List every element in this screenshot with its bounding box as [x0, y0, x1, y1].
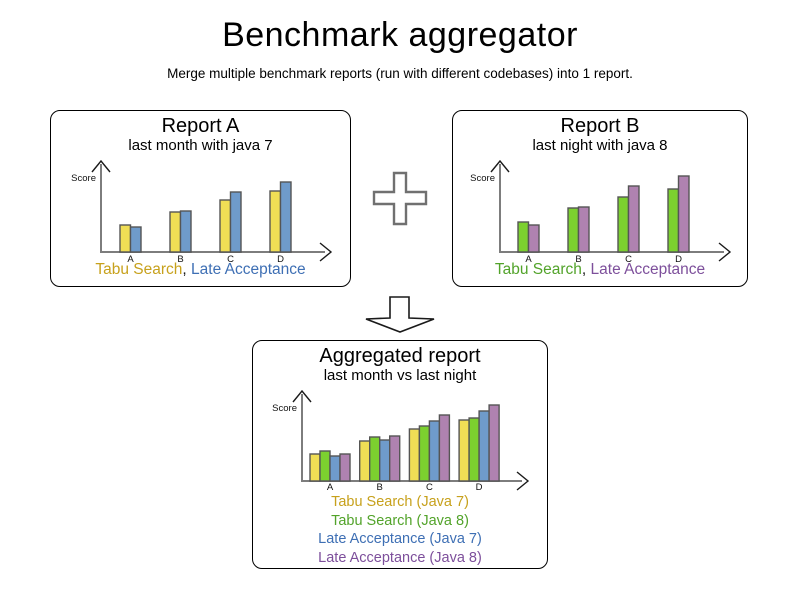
bar — [269, 190, 282, 253]
x-tick-label: A — [525, 254, 532, 265]
y-axis-arrowhead — [490, 159, 510, 173]
report-b-bar-chart: Score A B C D — [470, 159, 732, 265]
bar — [677, 175, 690, 253]
aggregated-report-title: Aggregated report — [319, 345, 481, 367]
bar — [339, 453, 351, 482]
legend-text: Late Acceptance (Java 8) — [318, 549, 482, 566]
down-arrow-shape — [365, 296, 435, 333]
bar — [627, 185, 640, 253]
y-axis-label: Score — [470, 173, 495, 184]
y-axis-label: Score — [272, 403, 297, 414]
legend-text: Tabu Search — [494, 261, 582, 278]
bar — [179, 210, 192, 253]
legend-line: Late Acceptance (Java 8) — [253, 549, 547, 568]
bar — [388, 435, 401, 482]
bar — [169, 211, 182, 253]
x-tick-label: C — [426, 482, 433, 493]
bar — [229, 191, 242, 253]
x-tick-label: C — [625, 254, 632, 265]
bar — [408, 428, 421, 482]
bar — [358, 440, 371, 482]
bar — [617, 196, 630, 253]
bar — [279, 181, 292, 253]
bar — [488, 404, 500, 482]
bar — [368, 436, 381, 482]
legend-text: Tabu Search (Java 8) — [331, 512, 469, 529]
bar — [329, 455, 341, 482]
x-tick-label: B — [177, 254, 183, 265]
report-b-card: Report B last night with java 8 Score A B C… — [452, 110, 748, 287]
legend-text: , — [182, 261, 192, 278]
aggregated-report-card: Aggregated report last month vs last nig… — [252, 340, 548, 569]
bar — [428, 420, 441, 482]
report-a-title: Report A — [161, 115, 240, 137]
legend-text: , — [581, 261, 591, 278]
x-tick-label: C — [227, 254, 234, 265]
legend-line: Tabu Search, Late Acceptance — [453, 261, 747, 279]
legend-text: Late Acceptance — [191, 261, 306, 278]
x-axis-arrowhead — [718, 242, 732, 262]
x-tick-label: D — [476, 482, 483, 493]
legend-text: Late Acceptance (Java 7) — [318, 531, 482, 548]
legend-text: Late Acceptance — [590, 261, 706, 278]
report-a-bar-chart: Score A B C D — [71, 159, 333, 265]
bar — [517, 221, 530, 253]
bar — [129, 226, 142, 253]
report-b-subtitle: last night with java 8 — [532, 137, 668, 154]
bar — [219, 199, 232, 253]
legend-text: Tabu Search (Java 7) — [331, 494, 469, 510]
bar — [319, 450, 331, 482]
x-tick-label: A — [127, 254, 134, 265]
legend-line: Tabu Search (Java 8) — [253, 512, 547, 531]
report-b-legend: Tabu Search, Late Acceptance — [453, 261, 747, 279]
bar — [468, 417, 480, 482]
x-tick-label: B — [575, 254, 581, 265]
bar — [577, 206, 590, 253]
x-tick-label: A — [327, 482, 334, 493]
y-axis-label: Score — [71, 173, 96, 184]
bar — [458, 419, 470, 482]
bar — [438, 414, 451, 482]
x-tick-label: B — [377, 482, 383, 493]
legend-text: Tabu Search — [95, 261, 183, 278]
plus-shape — [372, 171, 428, 226]
bar — [527, 224, 540, 253]
bar — [309, 453, 321, 482]
legend-line: Late Acceptance (Java 7) — [253, 530, 547, 549]
aggregated-legend: Tabu Search (Java 7) Tabu Search (Java 8)… — [253, 493, 547, 567]
page-title: Benchmark aggregator — [222, 16, 578, 54]
report-a-legend: Tabu Search, Late Acceptance — [51, 261, 350, 279]
bar — [478, 410, 490, 482]
aggregated-bar-chart: Score A B C D — [272, 389, 530, 493]
aggregated-report-subtitle: last month vs last night — [323, 367, 477, 384]
page-subtitle: Merge multiple benchmark reports (run wi… — [167, 66, 633, 81]
x-tick-label: D — [277, 254, 284, 265]
bar — [119, 224, 132, 253]
report-a-card: Report A last month with java 7 Score A B C… — [50, 110, 351, 287]
bar — [567, 207, 580, 253]
y-axis-arrowhead — [91, 159, 111, 173]
x-axis-arrowhead — [516, 471, 530, 491]
down-arrow-icon — [365, 296, 435, 333]
y-axis-arrowhead — [292, 389, 312, 403]
plus-icon — [372, 171, 428, 226]
bar — [378, 439, 391, 482]
report-b-title: Report B — [560, 115, 640, 137]
x-axis-arrowhead — [319, 242, 333, 262]
bar — [667, 188, 680, 253]
x-tick-label: D — [675, 254, 682, 265]
legend-line: Tabu Search, Late Acceptance — [51, 261, 350, 279]
report-a-subtitle: last month with java 7 — [128, 137, 273, 154]
bar — [418, 425, 431, 482]
legend-line: Tabu Search (Java 7) — [253, 493, 547, 512]
